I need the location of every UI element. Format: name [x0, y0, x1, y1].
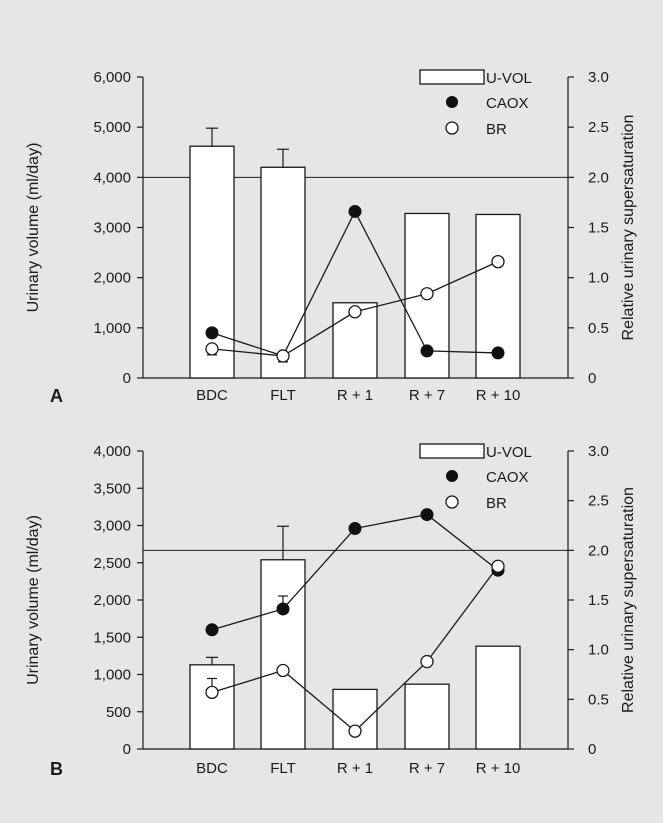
right-tick-label: 2.0 — [588, 542, 609, 559]
left-tick-label: 2,000 — [93, 592, 131, 609]
left-tick-label: 0 — [123, 370, 131, 387]
right-tick-label: 2.5 — [588, 493, 609, 510]
left-tick-label: 3,000 — [93, 518, 131, 535]
left-tick-label: 500 — [106, 704, 131, 721]
right-tick-label: 0 — [588, 741, 596, 758]
bar-u-vol — [475, 645, 521, 750]
right-tick-label: 2.5 — [588, 119, 609, 136]
point-br — [491, 254, 505, 269]
legend-label-u-vol: U-VOL — [486, 444, 532, 461]
point-br — [276, 663, 290, 678]
bar-u-vol — [260, 166, 306, 379]
x-tick-label: R + 1 — [337, 760, 373, 777]
left-tick-label: 1,000 — [93, 320, 131, 337]
point-caox — [420, 344, 434, 358]
x-tick-label: FLT — [270, 760, 296, 777]
x-tick-label: R + 10 — [476, 760, 521, 777]
left-tick-label: 5,000 — [93, 119, 131, 136]
right-axis-title: Relative urinary supersaturation — [620, 115, 637, 341]
legend: U-VOL CAOX BR — [419, 443, 532, 512]
point-caox — [348, 521, 362, 535]
x-tick-label: R + 7 — [409, 387, 445, 404]
bar-u-vol — [404, 683, 450, 750]
point-caox — [348, 204, 362, 218]
point-br — [420, 287, 434, 301]
right-tick-label: 0 — [588, 370, 596, 387]
left-tick-label: 3,000 — [93, 220, 131, 237]
left-tick-label: 6,000 — [93, 69, 131, 86]
right-tick-label: 3.0 — [588, 443, 609, 460]
right-axis-title: Relative urinary supersaturation — [620, 487, 637, 713]
legend: U-VOL CAOX BR — [419, 69, 532, 138]
panel-b: 0 500 1,000 1,500 2,000 2,500 3,000 3,500 4,000 0… — [25, 443, 637, 779]
point-caox — [491, 346, 505, 360]
x-tick-label: R + 1 — [337, 387, 373, 404]
legend-swatch-caox — [446, 470, 458, 482]
bar-u-vol — [332, 688, 378, 750]
left-tick-label: 4,000 — [93, 443, 131, 460]
bar-u-vol — [189, 664, 235, 750]
legend-label-caox: CAOX — [486, 95, 529, 112]
right-tick-label: 1.5 — [588, 592, 609, 609]
legend-swatch-br — [445, 495, 459, 509]
left-tick-label: 0 — [123, 741, 131, 758]
point-caox — [420, 508, 434, 522]
right-tick-label: 1.0 — [588, 642, 609, 659]
legend-swatch-u-vol — [419, 69, 485, 85]
point-br — [205, 685, 219, 700]
x-tick-label: R + 7 — [409, 760, 445, 777]
point-br — [276, 349, 290, 363]
right-tick-label: 0.5 — [588, 691, 609, 708]
x-tick-label: R + 10 — [476, 387, 521, 404]
panel-label: B — [50, 759, 63, 779]
right-tick-label: 0.5 — [588, 320, 609, 337]
right-tick-label: 3.0 — [588, 69, 609, 86]
point-caox — [276, 602, 290, 616]
panel-label: A — [50, 386, 63, 406]
legend-label-u-vol: U-VOL — [486, 70, 532, 87]
panel-a: 0 1,000 2,000 3,000 4,000 5,000 6,000 0 0.5 1.0 1.… — [25, 69, 637, 406]
left-tick-label: 1,500 — [93, 629, 131, 646]
x-tick-label: FLT — [270, 387, 296, 404]
legend-label-br: BR — [486, 495, 507, 512]
x-tick-label: BDC — [196, 387, 228, 404]
left-axis-title: Urinary volume (ml/day) — [25, 143, 42, 313]
bar-u-vol — [332, 302, 378, 379]
bar-u-vol — [260, 559, 306, 750]
right-tick-label: 2.0 — [588, 169, 609, 186]
right-tick-label: 1.5 — [588, 220, 609, 237]
left-tick-label: 1,000 — [93, 667, 131, 684]
point-br — [348, 724, 362, 738]
point-br — [348, 305, 362, 319]
left-tick-label: 2,000 — [93, 270, 131, 287]
legend-label-caox: CAOX — [486, 469, 529, 486]
left-axis-title: Urinary volume (ml/day) — [25, 515, 42, 685]
legend-swatch-u-vol — [419, 443, 485, 459]
legend-swatch-caox — [446, 96, 458, 108]
point-br — [491, 559, 505, 573]
right-tick-label: 1.0 — [588, 270, 609, 287]
left-tick-label: 2,500 — [93, 555, 131, 572]
left-tick-label: 4,000 — [93, 169, 131, 186]
legend-label-br: BR — [486, 121, 507, 138]
legend-swatch-br — [445, 121, 459, 135]
point-br — [420, 654, 434, 669]
point-caox — [205, 623, 219, 637]
point-caox — [205, 326, 219, 340]
point-br — [205, 342, 219, 356]
left-tick-label: 3,500 — [93, 480, 131, 497]
x-tick-label: BDC — [196, 760, 228, 777]
